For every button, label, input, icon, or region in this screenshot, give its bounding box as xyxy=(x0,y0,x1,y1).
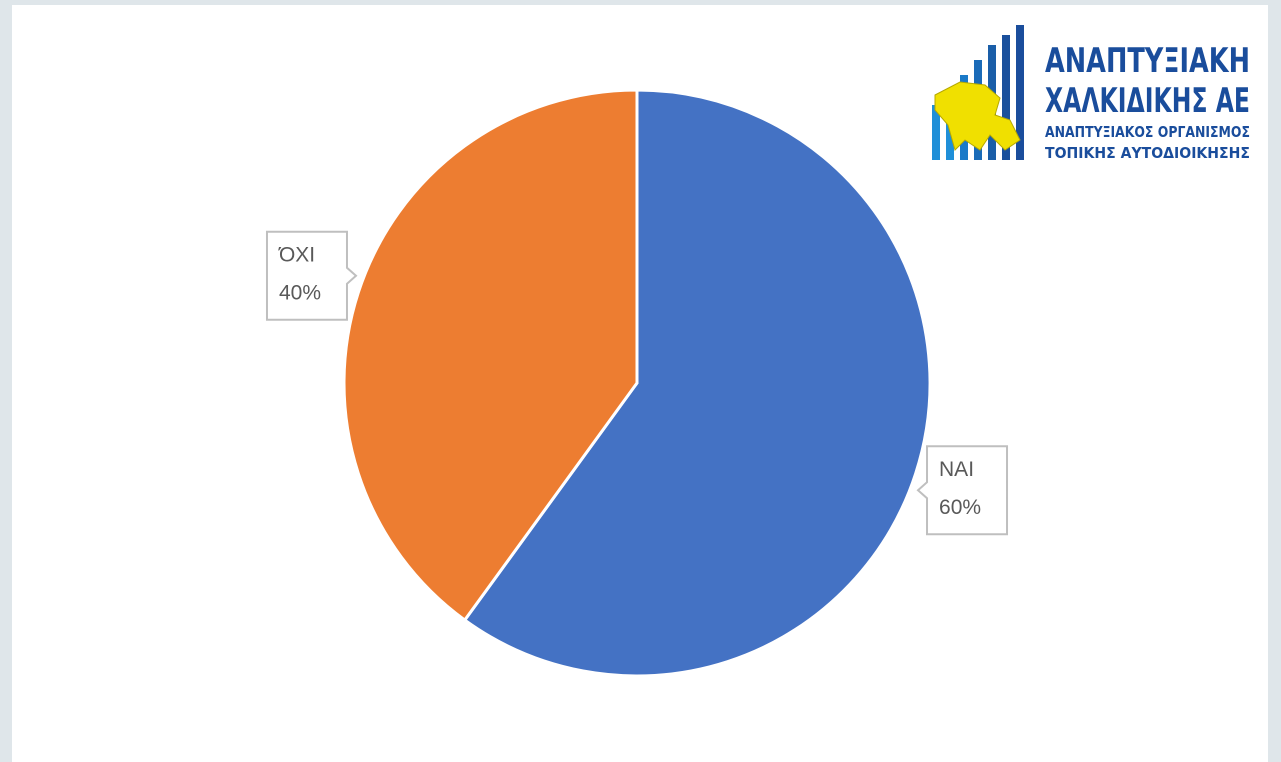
logo-bar xyxy=(1002,35,1010,160)
logo-map xyxy=(934,81,1021,151)
data-label-category: ΌΧΙ xyxy=(278,243,315,266)
logo-bar xyxy=(1016,25,1024,160)
logo-line: ΑΝΑΠΤΥΞΙΑΚΟΣ ΟΡΓΑΝΙΣΜΟΣ xyxy=(1045,123,1250,141)
pie-slice xyxy=(342,88,639,623)
data-label-box xyxy=(265,230,358,321)
logo-line: ΧΑΛΚΙΔΙΚΗΣ ΑΕ xyxy=(1045,81,1250,121)
data-label-value: 40% xyxy=(279,281,321,304)
logo: ΑΝΑΠΤΥΞΙΑΚΗ ΧΑΛΚΙΔΙΚΗΣ ΑΕ ΑΝΑΠΤΥΞΙΑΚΟΣ Ο… xyxy=(932,25,1250,162)
logo-line: ΑΝΑΠΤΥΞΙΑΚΗ xyxy=(1045,41,1250,81)
data-label-value: 60% xyxy=(939,496,981,519)
data-label-box xyxy=(916,445,1009,536)
data-label-category: ΝΑΙ xyxy=(939,458,974,481)
logo-line: ΤΟΠΙΚΗΣ ΑΥΤΟΔΙΟΙΚΗΣΗΣ xyxy=(1045,144,1250,162)
pie-slice xyxy=(462,88,932,678)
logo-bar xyxy=(932,105,940,160)
